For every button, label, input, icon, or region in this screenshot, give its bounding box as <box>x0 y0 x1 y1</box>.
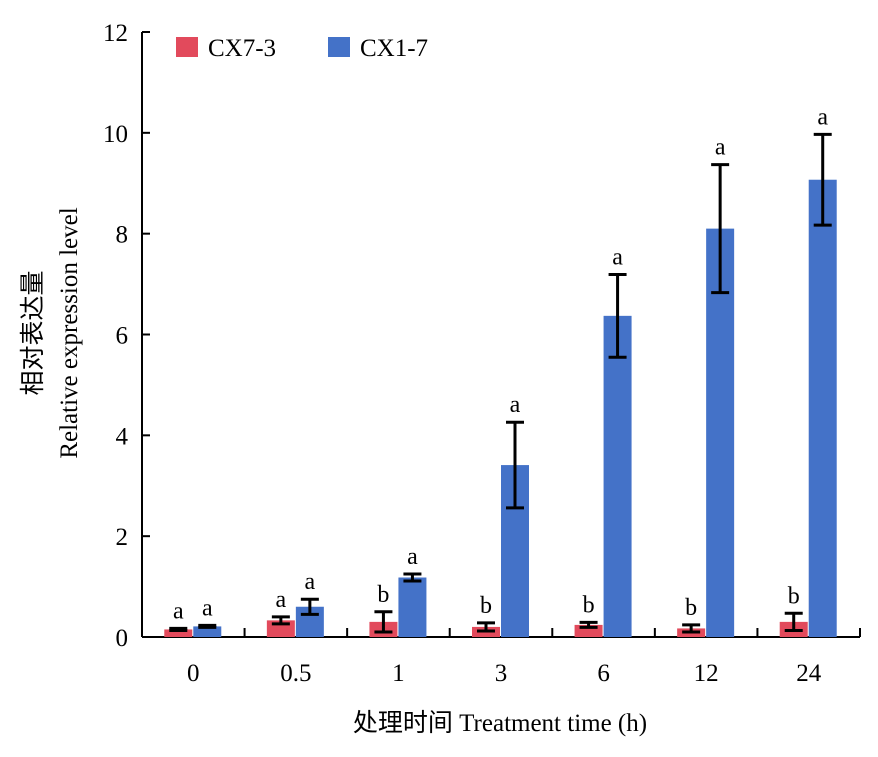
significance-label: a <box>202 595 213 621</box>
significance-label: b <box>685 595 697 621</box>
significance-label: a <box>715 135 726 161</box>
x-tick-label: 6 <box>597 660 610 687</box>
x-axis-title: 处理时间 Treatment time (h) <box>353 709 647 737</box>
significance-label: a <box>173 598 184 624</box>
error-bar-cx1-7 <box>403 572 422 583</box>
legend-swatch-cx1-7 <box>328 37 350 57</box>
y-tick-label: 2 <box>116 524 129 551</box>
error-bar-cx1-7 <box>711 163 730 295</box>
significance-label: b <box>480 593 492 619</box>
y-tick-label: 4 <box>116 423 129 450</box>
error-bar-cx7-3 <box>169 626 188 632</box>
y-axis-title-cn: 相对表达量 <box>19 270 47 395</box>
error-bar-cx7-3 <box>271 615 290 626</box>
y-tick-label: 12 <box>103 20 128 47</box>
significance-label: b <box>377 582 389 608</box>
y-tick-label: 6 <box>116 323 129 350</box>
error-bar-cx7-3 <box>579 620 598 629</box>
y-tick-label: 10 <box>103 121 128 148</box>
bar-cx7-3 <box>164 629 193 637</box>
error-bar-cx7-3 <box>784 611 803 632</box>
y-axis-title-en: Relative expression level <box>56 207 83 458</box>
bar-cx1-7 <box>706 228 735 637</box>
x-tick-label: 0.5 <box>280 660 311 687</box>
error-bar-cx1-7 <box>506 420 524 510</box>
legend-label-cx1-7: CX1-7 <box>360 35 428 62</box>
legend: CX7-3 CX1-7 <box>176 35 428 62</box>
legend-swatch-cx7-3 <box>176 37 198 57</box>
x-tick-label: 0 <box>187 660 200 687</box>
error-bar-cx1-7 <box>813 132 832 227</box>
significance-label: a <box>276 587 287 613</box>
error-bar-cx7-3 <box>374 610 393 634</box>
x-tick-label: 24 <box>796 660 822 687</box>
bar-cx1-7 <box>603 315 632 637</box>
x-tick-label: 1 <box>392 660 405 687</box>
significance-label: a <box>407 544 418 570</box>
significance-label: a <box>510 392 521 418</box>
y-tick-label: 0 <box>116 625 129 652</box>
legend-label-cx7-3: CX7-3 <box>208 35 276 62</box>
significance-label: a <box>305 569 316 595</box>
error-bar-cx1-7 <box>198 623 217 629</box>
bar-cx1-7 <box>193 626 222 637</box>
error-bar-cx1-7 <box>608 273 627 359</box>
significance-label: b <box>788 583 800 609</box>
error-bars <box>169 132 832 634</box>
bar-cx1-7 <box>398 577 427 637</box>
significance-label: a <box>817 104 828 130</box>
error-bar-cx1-7 <box>300 597 319 616</box>
significance-label: a <box>612 245 623 271</box>
x-tick-label: 3 <box>495 660 508 687</box>
x-tick-label: 12 <box>694 660 719 687</box>
bars <box>164 179 837 638</box>
x-axis-ticks: 0 0.5 1 3 6 12 24 <box>187 628 861 687</box>
significance-label: b <box>583 592 595 618</box>
error-bar-cx7-3 <box>477 621 495 633</box>
y-axis-ticks: 0 2 4 6 8 10 12 <box>103 20 150 652</box>
error-bar-cx7-3 <box>682 623 701 634</box>
y-tick-label: 8 <box>116 222 129 249</box>
bar-cx1-7 <box>808 179 837 638</box>
